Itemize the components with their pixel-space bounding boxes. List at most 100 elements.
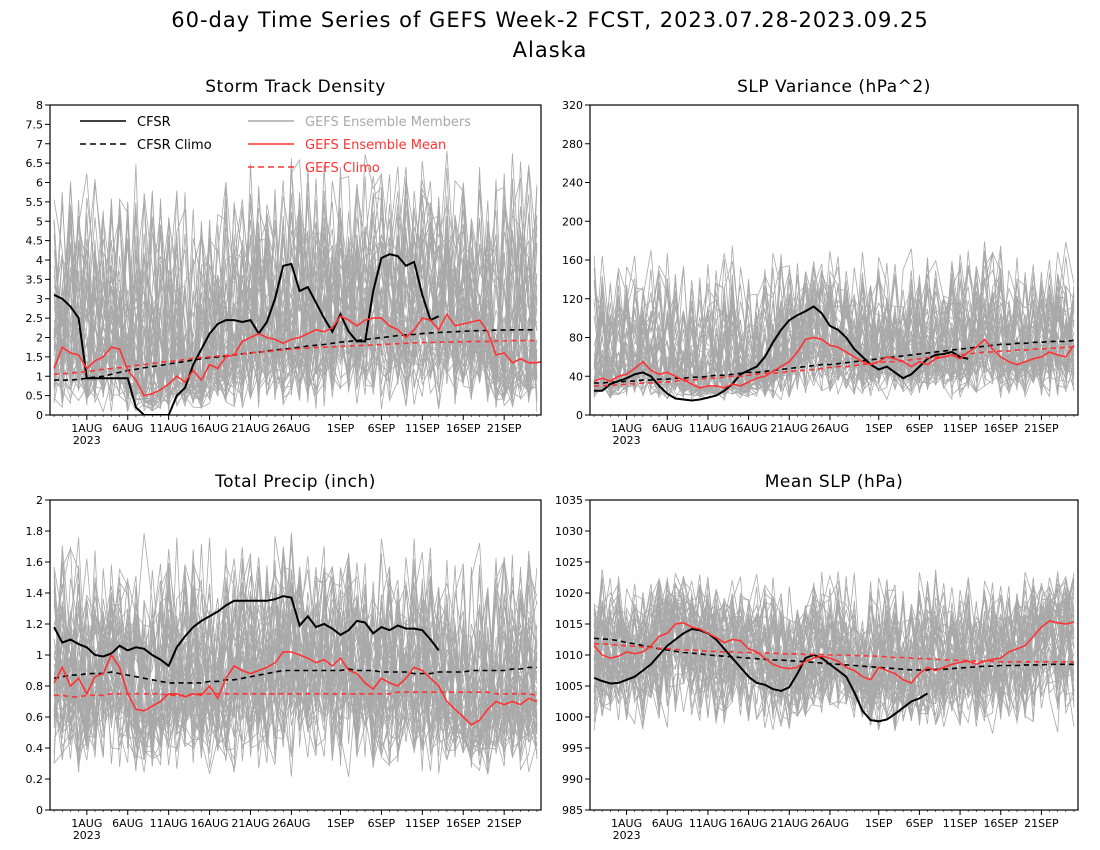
series-line-gefs-climo — [594, 642, 1074, 663]
x-tick-label: 1AUG — [71, 817, 102, 830]
x-tick-label: 11AUG — [689, 817, 727, 830]
x-tick-label: 16AUG — [191, 817, 229, 830]
x-tick-label: 26AUG — [811, 817, 849, 830]
y-tick-label: 1 — [36, 649, 43, 662]
plot-area — [593, 241, 1075, 402]
y-tick-label: 2 — [36, 332, 43, 345]
series-line-cfsr — [594, 305, 969, 402]
x-tick-label: 11SEP — [943, 817, 978, 830]
x-tick-label: 16SEP — [983, 817, 1018, 830]
x-tick-label: 6SEP — [906, 817, 934, 830]
y-tick-label: 1.2 — [26, 618, 44, 631]
legend-label: GEFS Climo — [305, 161, 380, 176]
x-tick-label: 1SEP — [327, 422, 355, 435]
y-tick-label: 0 — [576, 409, 583, 422]
x-tick-label: 21AUG — [231, 817, 269, 830]
ensemble-members — [53, 150, 538, 413]
member-line — [593, 569, 1075, 720]
y-tick-label: 40 — [569, 370, 583, 383]
member-line — [593, 580, 1075, 712]
y-axis: 0 0.5 1 1.5 2 2.5 3 3.5 4 4.5 5 5.5 6 6.5 7 7.5 8 — [26, 99, 50, 422]
x-tick-label: 6AUG — [652, 422, 683, 435]
y-tick-label: 1015 — [555, 618, 583, 631]
member-line — [53, 209, 538, 409]
x-year-label: 2023 — [73, 434, 101, 447]
legend: CFSR CFSR Climo GEFS Ensemble Members GEFS … — [80, 115, 471, 176]
y-tick-label: 1.5 — [26, 351, 44, 364]
member-line — [594, 256, 1075, 399]
x-year-label: 2023 — [613, 829, 641, 842]
x-tick-label: 1SEP — [865, 422, 893, 435]
x-tick-label: 6AUG — [112, 817, 143, 830]
plot-area — [53, 532, 538, 777]
x-year-label: 2023 — [73, 829, 101, 842]
member-line — [593, 579, 1075, 725]
y-tick-label: 320 — [562, 99, 583, 112]
member-line — [53, 209, 538, 408]
y-tick-label: 995 — [562, 742, 583, 755]
member-line — [53, 163, 538, 405]
x-axis: 1AUG 6AUG 11AUG 16AUG 21AUG 26AUG 1SEP 6SEP 11SE… — [53, 810, 538, 842]
legend-item-gefs-ensemble-members: GEFS Ensemble Members — [248, 115, 471, 130]
member-line — [53, 550, 537, 767]
y-tick-label: 990 — [562, 773, 583, 786]
y-tick-label: 985 — [562, 804, 583, 817]
y-tick-label: 1 — [36, 370, 43, 383]
y-tick-label: 0 — [36, 804, 43, 817]
member-line — [53, 174, 538, 410]
y-axis: 0 40 80 120 160 200 240 280 320 — [562, 99, 590, 422]
legend-item-gefs-climo: GEFS Climo — [248, 161, 380, 176]
member-line — [53, 533, 538, 773]
x-tick-label: 11AUG — [150, 422, 188, 435]
member-line — [53, 189, 538, 409]
y-tick-label: 2.5 — [26, 312, 44, 325]
y-tick-label: 3.5 — [26, 273, 44, 286]
y-tick-label: 6.5 — [26, 157, 44, 170]
member-line — [53, 188, 538, 407]
x-tick-label: 21AUG — [231, 422, 269, 435]
x-tick-label: 6SEP — [368, 817, 396, 830]
x-year-label: 2023 — [613, 434, 641, 447]
x-tick-label: 21AUG — [770, 422, 808, 435]
y-tick-label: 80 — [569, 332, 583, 345]
member-line — [53, 176, 538, 404]
member-line — [53, 562, 538, 772]
x-tick-label: 1AUG — [611, 422, 642, 435]
y-tick-label: 8 — [36, 99, 43, 112]
member-line — [593, 263, 1075, 396]
ensemble-members — [593, 568, 1075, 734]
x-axis: 1AUG 6AUG 11AUG 16AUG 21AUG 26AUG 1SEP 6SEP 11SE… — [53, 415, 538, 447]
legend-label: GEFS Ensemble Members — [305, 115, 471, 130]
figure-subtitle: Alaska — [513, 38, 588, 62]
member-line — [53, 187, 538, 403]
member-line — [53, 557, 538, 772]
series-line-gefs-ensemble-mean — [593, 620, 1075, 684]
figure-title: 60-day Time Series of GEFS Week-2 FCST, … — [171, 8, 929, 32]
y-tick-label: 1020 — [555, 587, 583, 600]
y-tick-label: 0.2 — [26, 773, 44, 786]
legend-item-cfsr-climo: CFSR Climo — [80, 138, 212, 153]
panel-total-precip-inch: Total Precip (inch) 0 0.2 0.4 0.6 0.8 1 1.2 1.4 1… — [26, 472, 542, 842]
panel-title: SLP Variance (hPa^2) — [737, 77, 931, 97]
member-line — [53, 197, 538, 405]
member-line — [53, 549, 538, 766]
y-axis: 985 990 995 1000 1005 1010 1015 1020 1025 1030 103… — [555, 494, 590, 817]
x-tick-label: 1SEP — [865, 817, 893, 830]
x-tick-label: 6AUG — [652, 817, 683, 830]
member-line — [593, 264, 1075, 400]
x-tick-label: 11SEP — [405, 422, 440, 435]
plot-area — [53, 150, 541, 415]
series-line-gefs-ensemble-mean — [593, 336, 1075, 389]
x-tick-label: 16AUG — [191, 422, 229, 435]
x-tick-label: 26AUG — [272, 817, 310, 830]
y-tick-label: 7 — [36, 138, 43, 151]
y-tick-label: 0 — [36, 409, 43, 422]
series-line-gefs-ensemble-mean — [53, 651, 538, 726]
member-line — [53, 546, 538, 763]
y-tick-label: 1010 — [555, 649, 583, 662]
legend-label: GEFS Ensemble Mean — [305, 138, 446, 153]
y-tick-label: 6 — [36, 177, 43, 190]
x-tick-label: 21SEP — [487, 422, 522, 435]
y-tick-label: 1035 — [555, 494, 583, 507]
